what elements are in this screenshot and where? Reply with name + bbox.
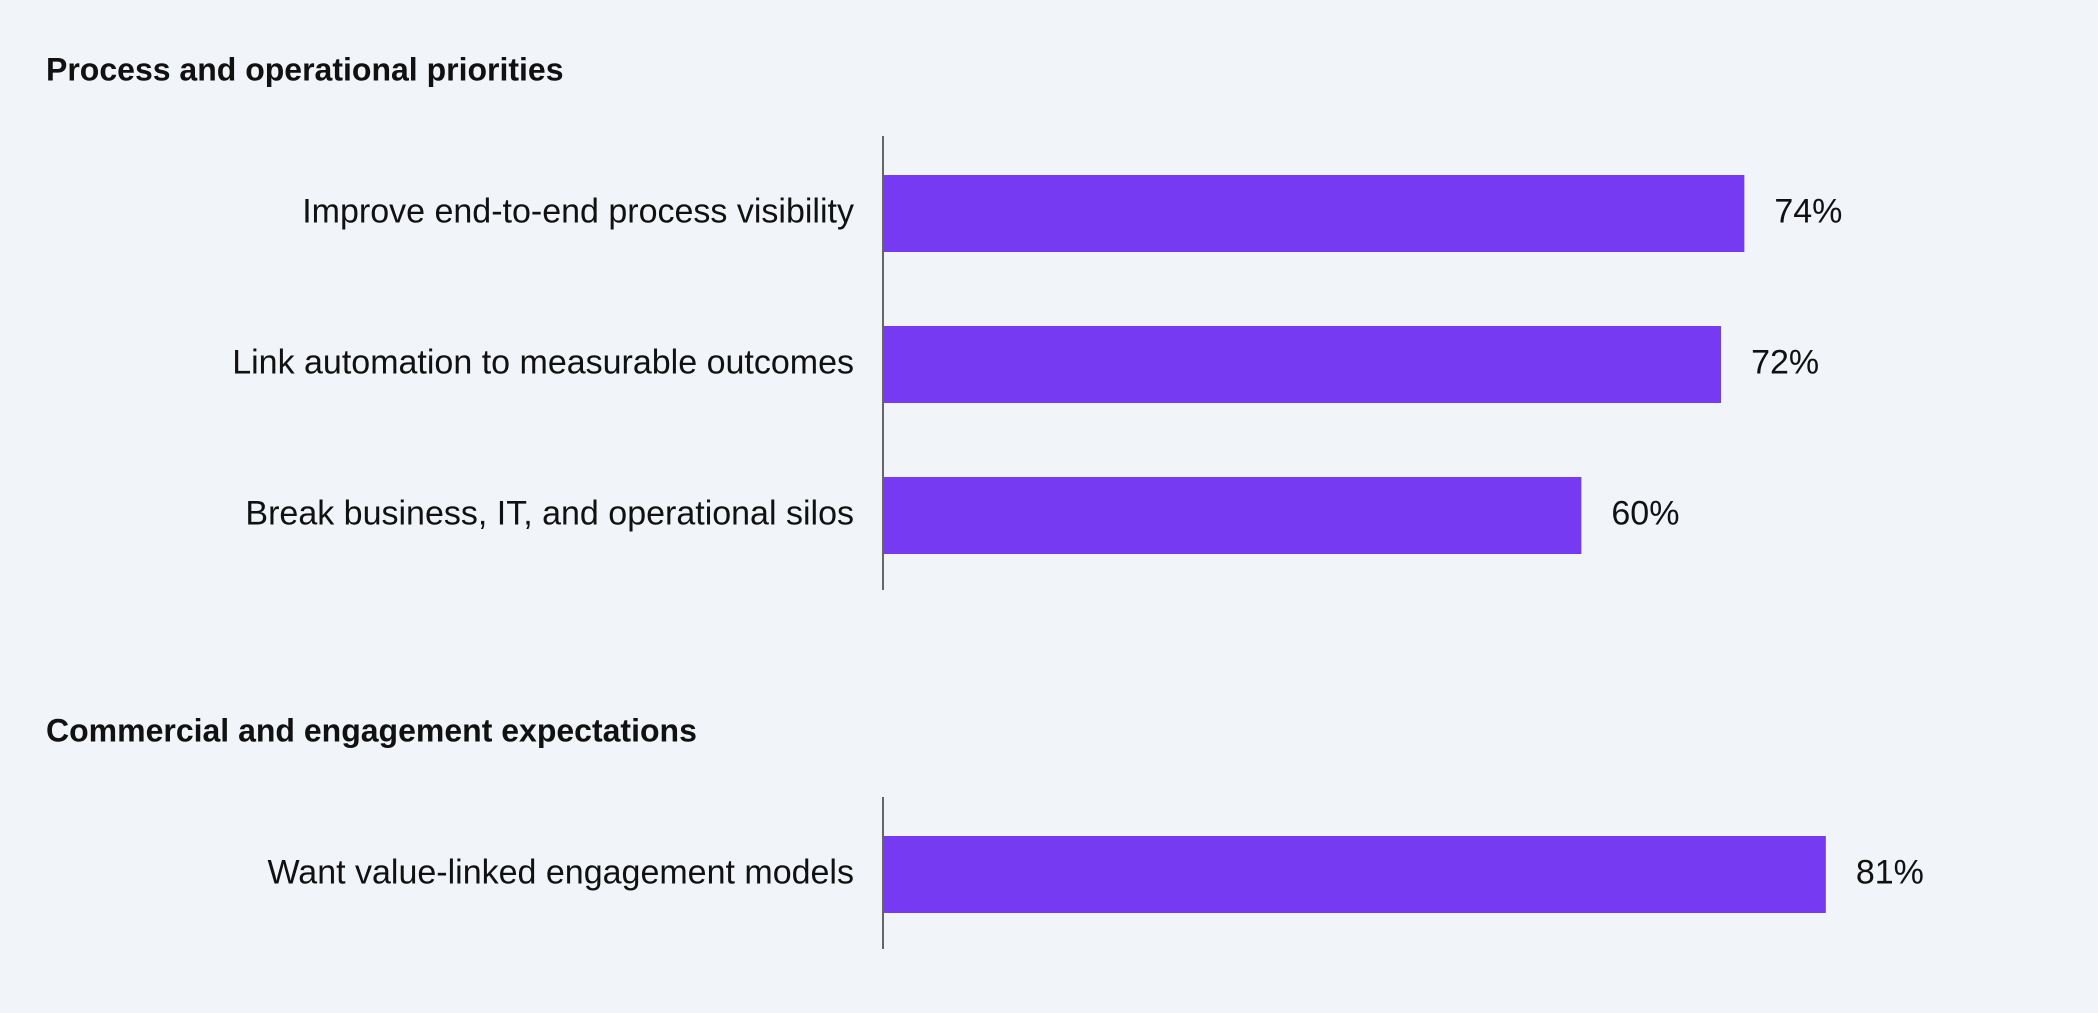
chart-title: Process and operational priorities — [46, 51, 563, 87]
bar — [883, 326, 1722, 403]
chart-title: Commercial and engagement expectations — [46, 712, 697, 748]
value-label: 72% — [1751, 343, 1819, 381]
value-label: 74% — [1774, 192, 1842, 230]
value-label: 60% — [1611, 494, 1679, 532]
category-label: Break business, IT, and operational silo… — [245, 494, 854, 532]
bar — [883, 477, 1582, 554]
category-label: Link automation to measurable outcomes — [232, 343, 854, 381]
bar — [883, 836, 1826, 913]
value-label: 81% — [1856, 853, 1924, 891]
category-label: Want value-linked engagement models — [267, 853, 854, 891]
category-label: Improve end-to-end process visibility — [302, 192, 854, 230]
bar — [883, 175, 1745, 252]
